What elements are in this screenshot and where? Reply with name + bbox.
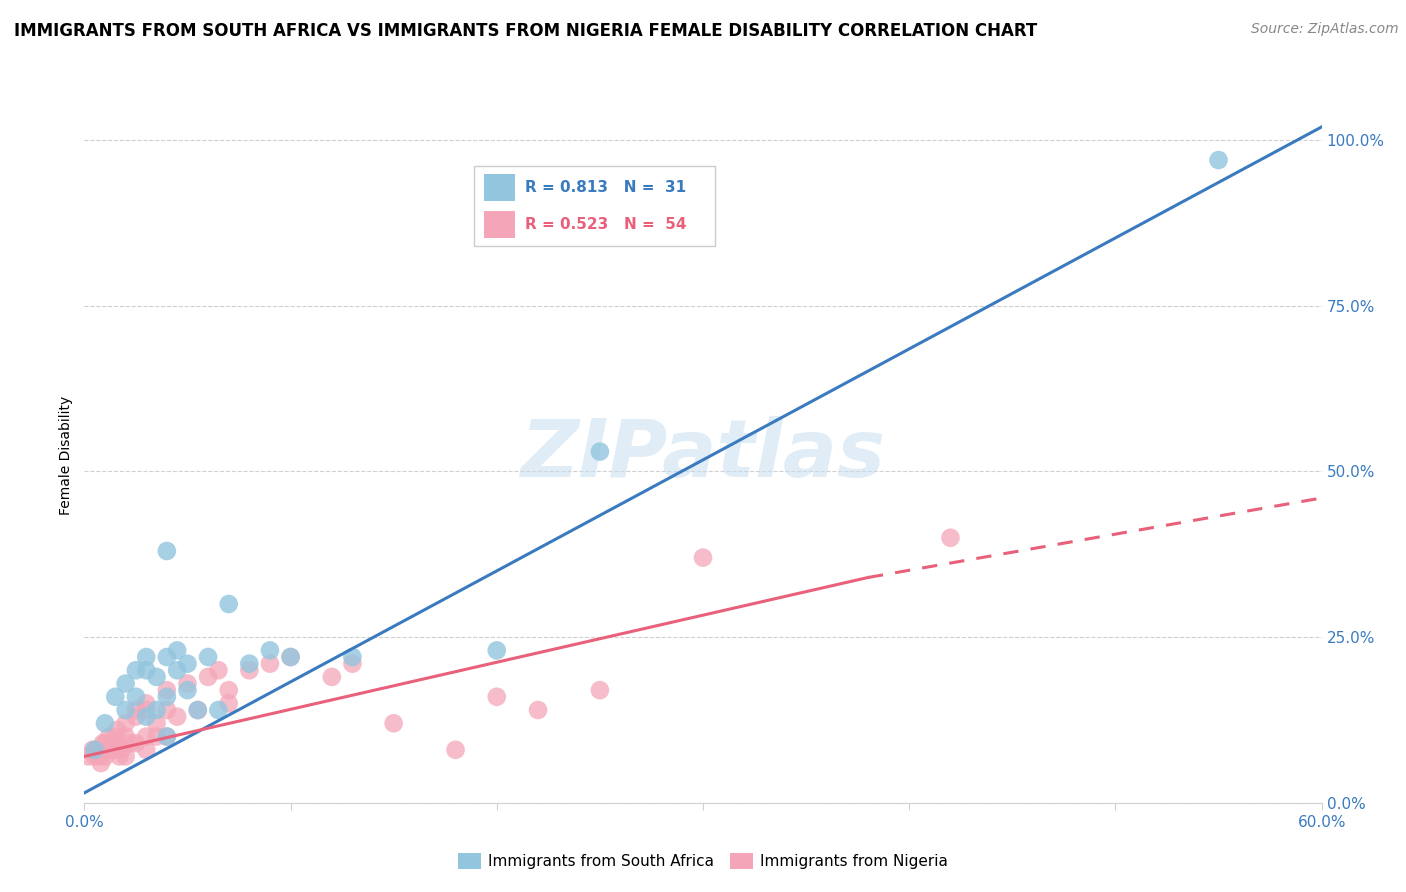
Point [280,650,302,665]
FancyBboxPatch shape [484,174,515,202]
Y-axis label: Female Disability: Female Disability [59,395,73,515]
Point [166,643,188,657]
Point [1208,153,1230,167]
Point [176,683,198,698]
Point [382,716,405,731]
Text: ZIPatlas: ZIPatlas [520,416,886,494]
Point [145,716,167,731]
FancyBboxPatch shape [484,211,515,238]
Point [125,736,148,750]
Text: R = 0.523   N =  54: R = 0.523 N = 54 [524,217,686,232]
Point [145,670,167,684]
Point [156,690,179,704]
Point [87,749,110,764]
Point [280,650,302,665]
Point [98,730,121,744]
Point [114,703,136,717]
Text: IMMIGRANTS FROM SOUTH AFRICA VS IMMIGRANTS FROM NIGERIA FEMALE DISABILITY CORREL: IMMIGRANTS FROM SOUTH AFRICA VS IMMIGRAN… [14,22,1038,40]
Point [90,756,112,770]
Point [94,736,117,750]
Point [145,730,167,744]
Point [114,730,136,744]
Point [939,531,962,545]
Point [589,444,612,458]
Point [135,650,157,665]
Point [156,730,179,744]
Point [82,743,104,757]
Point [166,663,188,677]
Point [197,650,219,665]
Point [135,703,157,717]
Point [125,703,148,717]
Point [444,743,467,757]
Point [83,743,105,757]
Point [156,730,179,744]
Point [77,749,100,764]
Point [485,643,508,657]
Point [104,730,127,744]
Point [125,709,148,723]
Point [135,730,157,744]
Point [156,683,179,698]
Point [218,597,240,611]
Point [104,690,127,704]
Point [91,736,114,750]
Point [589,683,612,698]
Legend: Immigrants from South Africa, Immigrants from Nigeria: Immigrants from South Africa, Immigrants… [451,847,955,875]
Point [218,697,240,711]
Point [176,676,198,690]
Point [156,544,179,558]
Point [218,683,240,698]
Point [238,657,260,671]
Point [156,703,179,717]
Point [176,657,198,671]
Point [104,736,127,750]
Point [259,643,281,657]
Point [94,716,117,731]
Point [342,650,364,665]
Text: R = 0.813   N =  31: R = 0.813 N = 31 [524,180,686,195]
Point [94,749,117,764]
Text: Source: ZipAtlas.com: Source: ZipAtlas.com [1251,22,1399,37]
Point [114,716,136,731]
Point [197,670,219,684]
Point [110,743,132,757]
Point [125,663,148,677]
Point [100,743,122,757]
Point [187,703,209,717]
Point [114,676,136,690]
Point [125,690,148,704]
Point [135,697,157,711]
Point [207,703,229,717]
Point [342,657,364,671]
Point [156,650,179,665]
Point [98,743,121,757]
Point [86,743,108,757]
Point [114,749,136,764]
Point [321,670,343,684]
Point [118,736,141,750]
Point [105,723,128,737]
Point [108,749,131,764]
FancyBboxPatch shape [474,166,716,246]
Point [207,663,229,677]
Point [485,690,508,704]
Point [692,550,714,565]
Point [135,709,157,723]
Point [187,703,209,717]
Point [83,749,105,764]
Point [259,657,281,671]
Point [135,743,157,757]
Point [135,663,157,677]
Point [103,736,125,750]
Point [166,709,188,723]
Point [145,703,167,717]
Point [104,743,127,757]
Point [527,703,550,717]
Point [238,663,260,677]
